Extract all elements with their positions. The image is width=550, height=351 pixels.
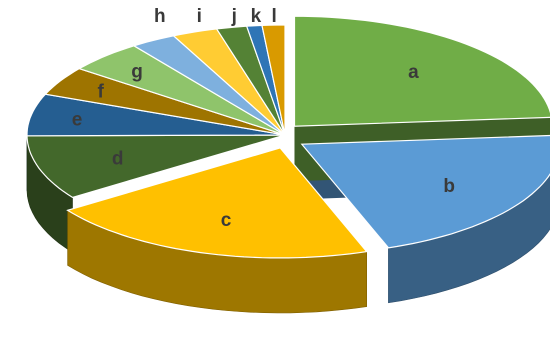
slice-label-b: b (443, 176, 455, 197)
slice-b (300, 134, 550, 249)
slice-label-e: e (72, 109, 83, 130)
slice-g (77, 45, 286, 136)
slice-labels: a b c d ef g h i j k l (72, 6, 455, 231)
slice-label-a: a (408, 62, 419, 83)
slice-label-k: k (251, 6, 262, 27)
slice-label-j: j (231, 6, 237, 27)
slice-label-c: c (221, 210, 232, 231)
slice-a (293, 15, 550, 127)
slice-c (66, 147, 368, 259)
slice-i (172, 28, 286, 136)
slice-label-f: f (98, 82, 105, 103)
slice-tops (26, 15, 550, 259)
slice-label-g: g (131, 62, 143, 83)
slice-label-l: l (271, 6, 276, 27)
slice-e (26, 93, 286, 137)
slice-label-h: h (154, 6, 166, 27)
slice-label-d: d (112, 149, 124, 170)
slice-l (261, 24, 286, 136)
slice-h (132, 35, 286, 136)
slice-f (44, 67, 286, 136)
slice-d (26, 134, 286, 199)
slice-label-i: i (197, 6, 202, 27)
